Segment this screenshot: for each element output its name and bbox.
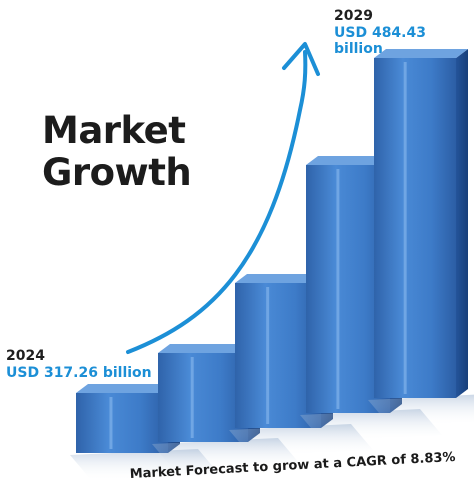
headline-line1: Market	[42, 109, 186, 152]
trend-arrow-head-icon	[282, 42, 320, 76]
bar-5-shadow	[368, 394, 474, 426]
headline-line2: Growth	[42, 151, 192, 194]
bar-5-side	[456, 49, 468, 398]
bar-1-front	[76, 393, 168, 453]
trend-arrow	[126, 50, 308, 354]
bar-2-front	[158, 353, 248, 442]
end-year-label: 2029	[334, 8, 373, 24]
bar-2-top	[158, 344, 260, 353]
bar-1-top	[76, 384, 180, 393]
bar-5-front	[374, 58, 456, 398]
start-year-label: 2024	[6, 348, 45, 364]
end-amount-label: USD 484.43 billion	[334, 25, 426, 57]
bar-5-top	[374, 49, 468, 58]
start-amount-label: USD 317.26 billion	[6, 365, 152, 381]
